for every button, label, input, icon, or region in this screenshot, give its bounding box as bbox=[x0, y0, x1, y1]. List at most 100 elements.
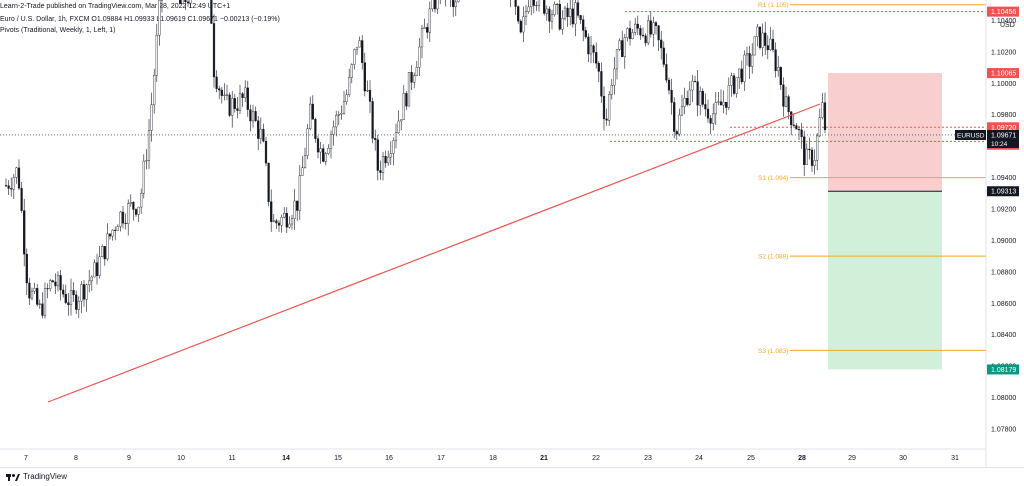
candle bbox=[411, 65, 413, 90]
candle bbox=[263, 124, 265, 143]
candle bbox=[234, 94, 236, 113]
candle bbox=[621, 31, 623, 58]
candle bbox=[29, 278, 31, 305]
candle bbox=[393, 137, 395, 165]
candle bbox=[268, 162, 270, 206]
candle bbox=[185, 0, 187, 10]
candle bbox=[278, 220, 280, 232]
price-tag[interactable]: 1.09313 bbox=[987, 186, 1019, 196]
candle bbox=[10, 177, 12, 196]
candle bbox=[104, 246, 106, 266]
stop-loss-zone[interactable] bbox=[828, 73, 942, 191]
trendline[interactable] bbox=[48, 104, 820, 402]
candle bbox=[356, 47, 358, 55]
time-tick: 31 bbox=[951, 455, 959, 462]
candle bbox=[400, 120, 402, 131]
time-tick: 18 bbox=[489, 455, 497, 462]
price-tick: 1.08400 bbox=[991, 332, 1016, 339]
candle bbox=[8, 180, 10, 195]
candle bbox=[712, 104, 714, 131]
candle bbox=[419, 38, 421, 76]
candle bbox=[387, 151, 389, 166]
candle bbox=[36, 284, 38, 306]
tradingview-logo[interactable]: TradingView bbox=[6, 472, 67, 481]
price-tag[interactable]: 1.08179 bbox=[987, 364, 1019, 374]
price-tag[interactable]: 1.10456 bbox=[987, 7, 1019, 17]
candle bbox=[294, 189, 296, 230]
candle bbox=[681, 95, 683, 116]
candle bbox=[312, 95, 314, 119]
candle bbox=[224, 83, 226, 100]
candle bbox=[146, 149, 148, 169]
time-tick: 11 bbox=[228, 455, 235, 462]
candle bbox=[819, 108, 821, 137]
symbol-label: EURUSD bbox=[957, 132, 985, 139]
candle bbox=[125, 214, 127, 230]
time-tick: 17 bbox=[437, 455, 445, 462]
candle bbox=[117, 224, 119, 230]
candle bbox=[710, 115, 712, 134]
candle bbox=[252, 105, 254, 128]
candle bbox=[283, 207, 285, 218]
candle bbox=[629, 21, 631, 46]
candle bbox=[746, 47, 748, 66]
candle bbox=[803, 131, 805, 176]
take-profit-zone[interactable] bbox=[828, 191, 942, 369]
candle bbox=[595, 42, 597, 68]
candle bbox=[286, 207, 288, 233]
candle bbox=[395, 124, 397, 149]
svg-text:1.08179: 1.08179 bbox=[991, 367, 1016, 374]
time-tick: 8 bbox=[74, 455, 78, 462]
candle bbox=[96, 254, 98, 285]
candle bbox=[99, 246, 101, 279]
candle bbox=[751, 43, 753, 74]
candle bbox=[242, 92, 244, 107]
candle bbox=[697, 70, 699, 116]
candle bbox=[437, 0, 439, 14]
candle bbox=[429, 2, 431, 42]
candle bbox=[796, 123, 798, 129]
candle bbox=[109, 233, 111, 239]
candle bbox=[369, 80, 371, 113]
candle bbox=[78, 296, 80, 318]
candle bbox=[190, 0, 192, 8]
candle bbox=[179, 0, 181, 4]
candle bbox=[343, 91, 345, 115]
candle bbox=[239, 85, 241, 114]
candle bbox=[260, 118, 262, 145]
candle bbox=[611, 79, 613, 99]
time-tick: 15 bbox=[334, 455, 342, 462]
candle bbox=[13, 174, 15, 199]
candle bbox=[309, 97, 311, 131]
candle bbox=[276, 219, 278, 229]
candle bbox=[320, 142, 322, 164]
pivot-label: S1 (1.094) bbox=[758, 175, 788, 182]
price-tick: 1.07800 bbox=[991, 427, 1016, 434]
candle bbox=[382, 152, 384, 181]
candle bbox=[590, 36, 592, 63]
candle bbox=[23, 199, 25, 266]
candle bbox=[598, 61, 600, 82]
candle bbox=[562, 10, 564, 35]
candle bbox=[801, 123, 803, 149]
time-tick: 28 bbox=[798, 455, 806, 462]
candle bbox=[211, 0, 213, 24]
price-chart[interactable]: R3 (1.116)R2 (1.111)R1 (1.105)S1 (1.094)… bbox=[0, 0, 1024, 467]
price-tag[interactable]: 1.10065 bbox=[987, 68, 1019, 78]
candle bbox=[525, 5, 527, 25]
candle bbox=[390, 141, 392, 165]
candle bbox=[699, 86, 701, 115]
candle bbox=[720, 89, 722, 105]
candle bbox=[73, 282, 75, 302]
candle bbox=[122, 206, 124, 228]
candle bbox=[767, 35, 769, 59]
candle bbox=[627, 27, 629, 41]
candle bbox=[42, 292, 44, 318]
price-axis[interactable]: USD1.114001.112001.110001.108001.106001.… bbox=[955, 0, 1019, 467]
candle bbox=[515, 0, 517, 15]
candle bbox=[26, 249, 28, 295]
candle bbox=[60, 270, 62, 301]
